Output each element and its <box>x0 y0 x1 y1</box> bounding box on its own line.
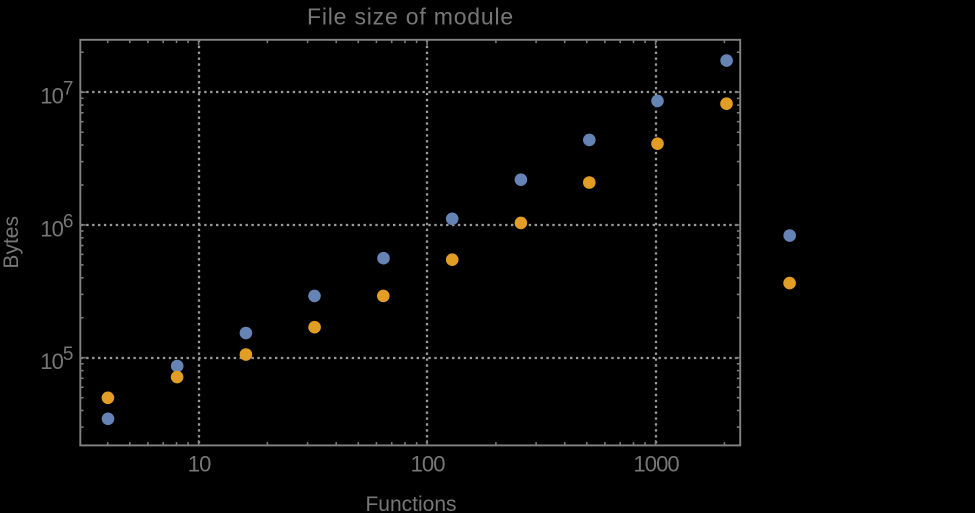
svg-text:1000: 1000 <box>633 452 679 477</box>
svg-text:10: 10 <box>188 452 211 477</box>
svg-text:106: 106 <box>40 211 73 241</box>
svg-text:Bytes: Bytes <box>0 216 23 269</box>
svg-text:100: 100 <box>411 452 446 477</box>
svg-text:Functions: Functions <box>365 493 456 513</box>
svg-text:File size of module: File size of module <box>307 4 514 30</box>
